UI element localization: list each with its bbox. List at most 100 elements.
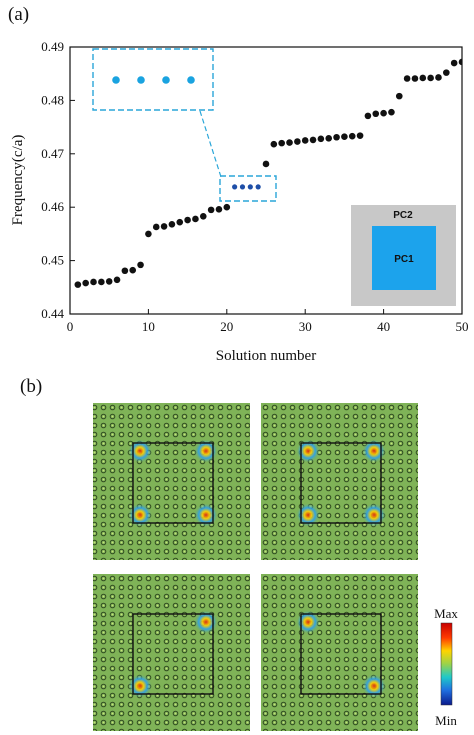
zoom-data-point (162, 76, 170, 84)
data-point (364, 112, 372, 120)
zoom-data-point (112, 76, 120, 84)
x-tick-label: 50 (456, 319, 469, 334)
ticks: 0 10 20 30 40 50 0.44 0.45 0.46 0.47 0.48 0.49 (41, 39, 468, 334)
zoom-data-point (137, 76, 145, 84)
field-map-2 (261, 403, 418, 560)
pc1-label: PC1 (394, 254, 414, 265)
highlighted-data-point (239, 184, 246, 190)
zoom-points (112, 76, 195, 84)
axes (69, 46, 463, 315)
field-hotspot (194, 439, 218, 463)
data-point (380, 109, 387, 117)
field-hotspot (296, 503, 320, 527)
data-point (317, 135, 325, 143)
pc2-label: PC2 (393, 210, 413, 221)
pc1-outline (300, 442, 382, 524)
map-tiles (93, 403, 418, 731)
data-point (450, 59, 458, 67)
field-hotspot (362, 674, 386, 698)
data-point (98, 278, 105, 286)
x-axis-label: Solution number (216, 348, 316, 364)
field-hotspot (296, 610, 320, 634)
field-hotspot (128, 674, 152, 698)
field-maps: Max Min (93, 403, 458, 731)
data-point (341, 133, 348, 141)
zoom-data-point (187, 76, 195, 84)
y-tick-label: 0.44 (41, 306, 64, 321)
data-point (395, 92, 403, 100)
zoom-annotation (92, 48, 277, 202)
data-point (199, 212, 207, 220)
colorbar-max-label: Max (434, 606, 458, 621)
data-point (160, 223, 168, 230)
y-tick-label: 0.46 (41, 199, 64, 214)
data-point (325, 135, 333, 142)
y-axis-label: Frequency(c/a) (10, 135, 26, 226)
data-point (90, 278, 97, 286)
zoom-connector (199, 110, 222, 178)
colorbar: Max Min (434, 606, 458, 728)
zoom-box-large (92, 48, 214, 111)
x-tick-label: 0 (67, 319, 74, 334)
data-point (278, 139, 285, 147)
data-point (443, 69, 450, 76)
data-point (419, 74, 427, 82)
pc1-region (372, 226, 436, 290)
zoom-box-small (219, 175, 277, 202)
data-point (403, 75, 411, 82)
x-tick-label: 40 (377, 319, 390, 334)
data-point (372, 110, 380, 118)
data-point (105, 278, 113, 285)
colorbar-gradient (440, 622, 453, 706)
highlighted-data-point (255, 184, 261, 190)
data-point (207, 206, 215, 214)
field-hotspot (128, 439, 152, 463)
field-hotspot (296, 439, 320, 463)
data-point (348, 132, 356, 140)
highlighted-data-point (247, 184, 253, 190)
data-point (286, 139, 293, 146)
data-point (129, 266, 137, 274)
pc1-outline (300, 613, 382, 695)
data-point (192, 215, 199, 223)
y-tick-label: 0.47 (41, 146, 64, 161)
data-point (168, 220, 176, 228)
field-map-1 (93, 403, 250, 560)
field-map-4 (261, 574, 418, 731)
field-hotspot (362, 503, 386, 527)
data-points (74, 58, 462, 288)
data-point (435, 74, 442, 81)
data-point (145, 230, 152, 238)
lattice-background (93, 574, 250, 731)
lattice-background (261, 574, 418, 731)
data-point (184, 216, 191, 224)
data-point (270, 140, 278, 148)
lattice-background (261, 403, 418, 560)
x-tick-label: 20 (220, 319, 233, 334)
pc1-outline (132, 613, 214, 695)
data-point (152, 223, 160, 231)
lattice-background (93, 403, 250, 560)
data-point (294, 138, 301, 145)
y-tick-label: 0.49 (41, 39, 64, 54)
field-map-3 (93, 574, 250, 731)
data-point (356, 132, 364, 139)
data-point (215, 206, 223, 213)
data-point (262, 160, 270, 168)
data-point (137, 261, 144, 269)
data-point (121, 267, 129, 275)
highlighted-data-point (232, 184, 238, 190)
y-tick-label: 0.45 (41, 253, 64, 268)
colorbar-min-label: Min (435, 713, 457, 728)
x-tick-label: 10 (142, 319, 155, 334)
data-point (223, 203, 231, 211)
plot-frame (69, 46, 463, 315)
data-point (427, 74, 434, 82)
data-point (388, 108, 395, 116)
data-point (333, 133, 340, 141)
y-tick-label: 0.48 (41, 92, 64, 107)
field-hotspot (194, 503, 218, 527)
data-point (113, 276, 121, 284)
panel-b-label: (b) (20, 376, 43, 397)
